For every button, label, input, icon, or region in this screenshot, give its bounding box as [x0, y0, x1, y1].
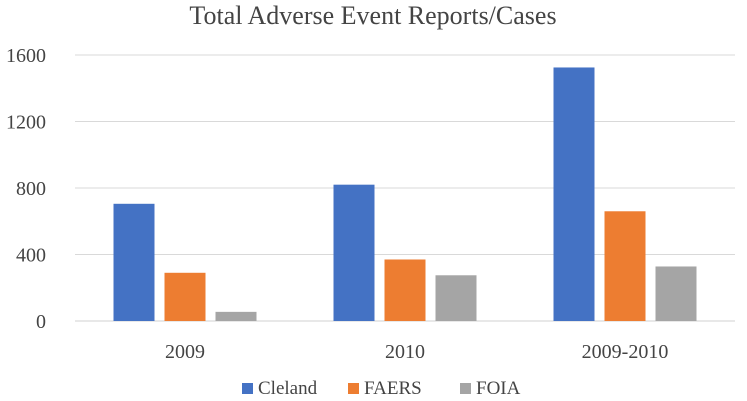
legend-item-foia: FOIA: [460, 378, 521, 399]
bar-cleland-2009: [113, 203, 155, 321]
legend-swatch: [242, 383, 253, 394]
x-axis: 2009 2010 2009-2010: [165, 341, 668, 363]
bar-foia-2009-2010: [655, 266, 697, 321]
legend-item-faers: FAERS: [348, 378, 422, 399]
legend-label: FOIA: [476, 378, 521, 399]
legend-swatch: [460, 383, 471, 394]
legend-item-cleland: Cleland: [242, 378, 318, 399]
bar-faers-2009-2010: [604, 211, 646, 321]
x-tick-label: 2009: [165, 341, 205, 363]
bar-faers-2010: [384, 259, 426, 321]
bar-foia-2009: [215, 311, 257, 321]
bar-cleland-2009-2010: [553, 67, 595, 321]
bar-foia-2010: [435, 275, 477, 321]
legend-label: Cleland: [258, 378, 318, 399]
y-tick-label: 800: [16, 178, 46, 200]
x-tick-label: 2009-2010: [582, 341, 669, 363]
y-tick-label: 400: [16, 245, 46, 267]
x-tick-label: 2010: [385, 341, 425, 363]
bar-cleland-2010: [333, 184, 375, 321]
legend: Cleland FAERS FOIA: [242, 378, 521, 399]
chart-title: Total Adverse Event Reports/Cases: [189, 1, 556, 30]
y-axis: 0 400 800 1200 1600: [6, 45, 46, 333]
bars: [113, 67, 697, 321]
y-tick-label: 0: [36, 311, 46, 333]
legend-label: FAERS: [364, 378, 422, 399]
y-tick-label: 1600: [6, 45, 46, 67]
y-tick-label: 1200: [6, 112, 46, 134]
legend-swatch: [348, 383, 359, 394]
bar-faers-2009: [164, 272, 206, 321]
